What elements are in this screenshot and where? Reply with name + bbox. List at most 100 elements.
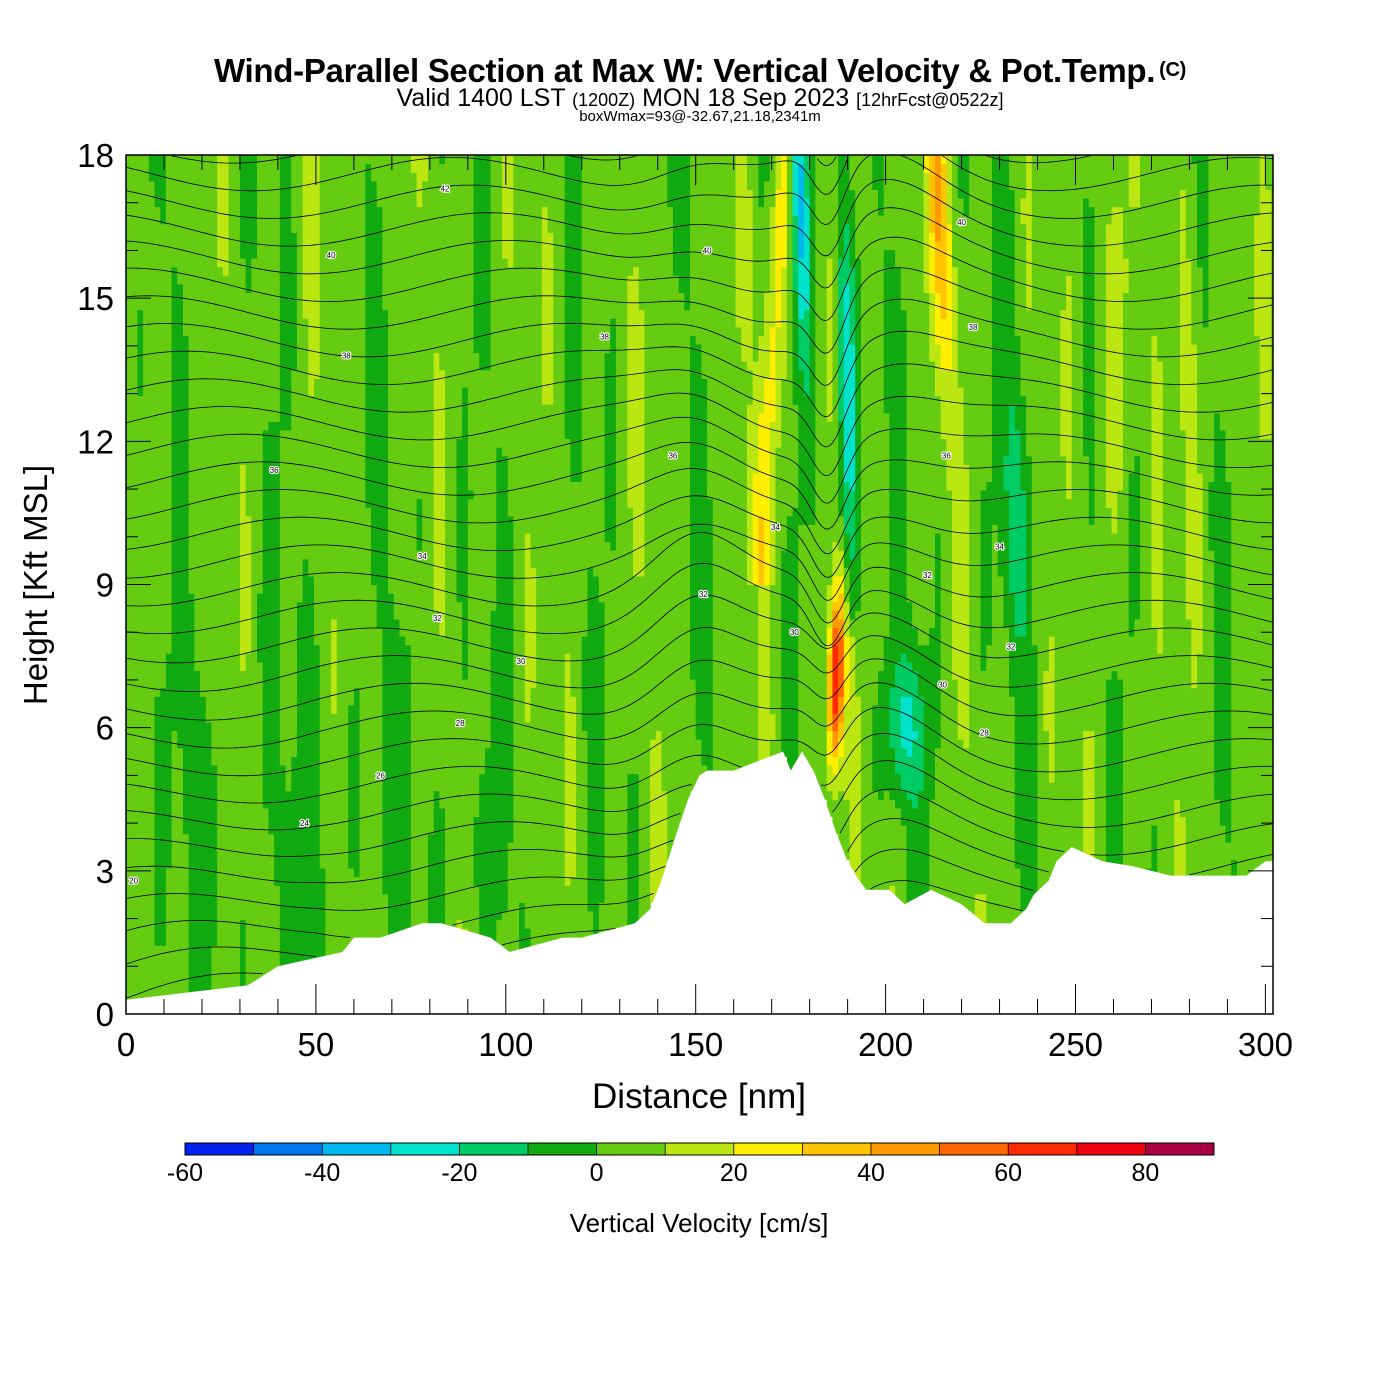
w-field-cell <box>1117 206 1124 491</box>
w-field-cell <box>934 155 942 242</box>
w-field-cell <box>245 515 252 654</box>
w-field-cell <box>325 155 332 964</box>
contour-label: 34 <box>995 542 1004 551</box>
w-field-cell <box>467 155 475 491</box>
w-field-cell <box>376 155 383 208</box>
contour-label: 28 <box>980 728 989 737</box>
w-field-cell <box>1236 155 1244 878</box>
theta-contour-line <box>126 495 1273 578</box>
w-field-cell <box>929 292 936 362</box>
colorbar-frame <box>184 1142 1215 1156</box>
w-field-cell <box>473 885 480 938</box>
w-field-cell <box>359 155 366 946</box>
w-field-cell <box>1048 636 1056 783</box>
w-field-cell <box>1083 730 1090 860</box>
w-field-cell <box>1009 155 1016 190</box>
valid-time-line: Valid 1400 LST (1200Z) MON 18 Sep 2023 [… <box>0 84 1400 113</box>
w-field-cell <box>1225 155 1232 483</box>
w-field-cell <box>826 584 834 629</box>
theta-contour-line <box>126 392 1273 477</box>
w-field-cell <box>507 515 514 843</box>
w-field-cell <box>912 739 919 809</box>
w-field-cell <box>621 155 628 929</box>
w-field-cell <box>1151 627 1158 826</box>
w-field-cell <box>815 155 822 792</box>
w-field-cell <box>319 867 326 964</box>
theta-contour-line <box>126 972 263 999</box>
theta-contour-line <box>126 818 1273 884</box>
w-field-cell <box>678 292 685 826</box>
w-field-cell <box>473 816 480 886</box>
w-field-cell <box>843 704 851 800</box>
w-field-cell <box>1191 343 1198 689</box>
w-field-cell <box>604 352 611 543</box>
w-field-cell <box>746 155 754 190</box>
w-field-cell <box>524 155 532 534</box>
w-field-cell <box>746 404 754 586</box>
w-field-cell <box>838 756 845 792</box>
w-field-cell <box>792 155 799 216</box>
y-tick-label: 3 <box>96 853 114 890</box>
w-field-cell <box>467 490 475 500</box>
w-field-cell <box>798 524 805 757</box>
w-field-cell <box>798 258 805 319</box>
w-field-cell <box>1060 309 1067 457</box>
w-field-cell <box>1214 799 1221 878</box>
theta-contour-line <box>126 707 1273 777</box>
w-field-cell <box>165 155 173 654</box>
w-field-cell <box>530 687 537 955</box>
w-field-cell <box>1202 155 1210 328</box>
w-field-cell <box>382 893 389 938</box>
w-field-cell <box>1009 189 1016 405</box>
y-tick-label: 15 <box>77 280 114 317</box>
w-field-cell <box>547 155 554 233</box>
w-field-cell <box>912 627 919 671</box>
w-field-cell <box>1151 155 1158 336</box>
w-field-cell <box>274 155 281 422</box>
w-field-cell <box>895 661 902 775</box>
w-field-cell <box>445 155 452 929</box>
w-field-cell <box>410 155 418 173</box>
w-field-cell <box>1077 155 1084 860</box>
w-field-cell <box>1026 455 1033 912</box>
w-field-cell <box>564 885 571 946</box>
w-field-cell <box>889 799 896 886</box>
colorbar-swatch <box>596 1143 666 1155</box>
w-field-cell <box>262 155 270 431</box>
w-field-cell <box>832 713 839 732</box>
colorbar-swatch <box>1008 1143 1078 1155</box>
colorbar-swatch <box>459 1143 529 1155</box>
w-field-cell <box>564 438 571 654</box>
w-field-cell <box>524 928 532 955</box>
w-field-cell <box>1208 550 1215 878</box>
w-field-cell <box>1014 867 1022 921</box>
w-field-cell <box>940 369 947 440</box>
w-field-cell <box>1185 258 1192 620</box>
w-field-cell <box>695 739 702 783</box>
colorbar-swatch <box>322 1143 392 1155</box>
w-field-cell <box>826 258 834 422</box>
w-field-cell <box>302 318 309 560</box>
w-field-cell <box>838 636 845 697</box>
w-field-cell <box>1157 155 1164 362</box>
w-field-cell <box>279 429 287 766</box>
w-field-cell <box>934 155 942 156</box>
w-field-cell <box>690 678 697 792</box>
w-field-cell <box>895 807 902 903</box>
w-field-cell <box>1242 155 1249 878</box>
colorbar-swatch <box>871 1143 941 1155</box>
w-field-cell <box>1088 155 1096 208</box>
w-field-cell <box>1111 532 1118 671</box>
w-field-cell <box>627 773 634 929</box>
w-field-cell <box>1174 799 1181 878</box>
contour-label: 34 <box>418 552 427 561</box>
w-field-cell <box>160 223 167 689</box>
w-field-cell <box>222 155 230 276</box>
y-tick-label: 6 <box>96 710 114 747</box>
w-field-cell <box>712 155 720 775</box>
w-field-cell <box>1105 507 1113 680</box>
colorbar-swatch <box>665 1143 735 1155</box>
w-field-cell <box>1134 206 1141 457</box>
w-field-cell <box>1254 155 1261 216</box>
w-field-cell <box>934 395 942 534</box>
